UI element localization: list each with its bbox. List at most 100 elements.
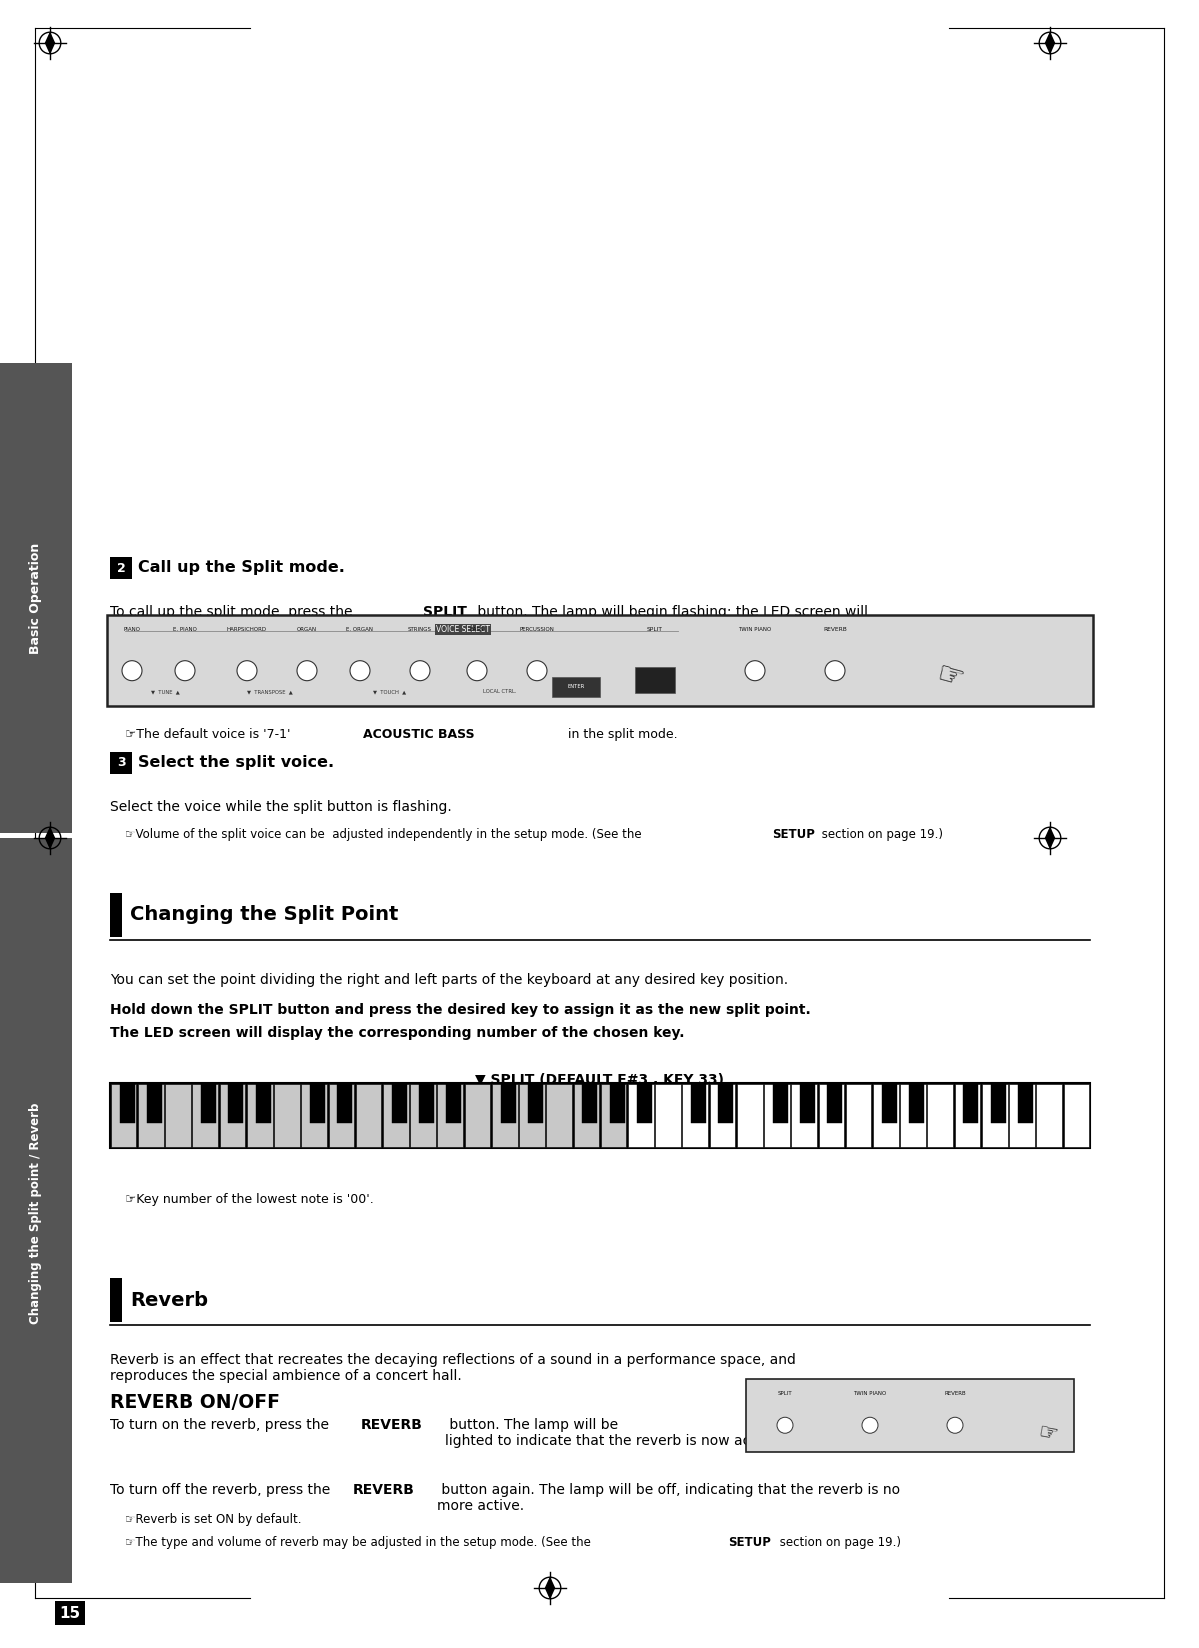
Polygon shape (46, 827, 54, 849)
Text: SETUP: SETUP (728, 1536, 771, 1549)
Circle shape (862, 1417, 878, 1434)
Bar (773, 1083, 788, 1124)
Bar (1036, 1084, 1062, 1147)
Text: 3: 3 (116, 756, 126, 770)
Text: PERCUSSION: PERCUSSION (519, 626, 554, 631)
Bar (201, 1083, 216, 1124)
Text: The LED screen will display the corresponding number of the chosen key.: The LED screen will display the correspo… (110, 1027, 685, 1040)
Text: Basic Operation: Basic Operation (30, 542, 42, 654)
Text: To call up the split mode, press the: To call up the split mode, press the (110, 605, 357, 620)
Bar (247, 1084, 272, 1147)
Text: Reverb is an effect that recreates the decaying reflections of a sound in a perf: Reverb is an effect that recreates the d… (110, 1353, 796, 1383)
Text: Call up the Split mode.: Call up the Split mode. (138, 560, 345, 575)
Circle shape (825, 661, 845, 681)
Text: ORGAN: ORGAN (297, 626, 317, 631)
Bar (737, 1084, 763, 1147)
Text: in the split mode.: in the split mode. (564, 728, 677, 742)
Text: To turn off the reverb, press the: To turn off the reverb, press the (110, 1483, 335, 1496)
Text: E. PIANO: E. PIANO (173, 626, 197, 631)
Text: SETUP: SETUP (772, 827, 815, 840)
Text: VOICE SELECT: VOICE SELECT (435, 625, 490, 634)
Bar (655, 1084, 681, 1147)
Bar (356, 1084, 381, 1147)
Bar (0, 837, 72, 1584)
Bar (637, 1083, 652, 1124)
Text: Hold down the SPLIT button and press the desired key to assign it as the new spl: Hold down the SPLIT button and press the… (110, 1004, 811, 1017)
Bar (928, 1084, 953, 1147)
Circle shape (410, 661, 430, 681)
Circle shape (466, 661, 487, 681)
Bar (301, 1084, 327, 1147)
Bar (138, 1084, 163, 1147)
Text: REVERB: REVERB (944, 1391, 966, 1396)
Bar (229, 1083, 243, 1124)
Bar (492, 1084, 518, 1147)
Bar (465, 1084, 490, 1147)
Text: REVERB: REVERB (361, 1417, 423, 1432)
Text: TWIN PIANO: TWIN PIANO (739, 626, 772, 631)
Text: ☞The type and volume of reverb may be adjusted in the setup mode. (See the: ☞The type and volume of reverb may be ad… (125, 1536, 595, 1549)
Text: PIANO: PIANO (123, 626, 140, 631)
Bar (990, 1083, 1006, 1124)
Bar (601, 1084, 626, 1147)
Text: BASS: BASS (470, 626, 484, 631)
Text: ▼  TRANSPOSE  ▲: ▼ TRANSPOSE ▲ (247, 689, 293, 694)
Bar (710, 1084, 735, 1147)
Bar (547, 1084, 572, 1147)
Bar (1018, 1083, 1032, 1124)
Bar (382, 1084, 409, 1147)
Bar (528, 1083, 543, 1124)
Text: ☞The default voice is '7-1': ☞The default voice is '7-1' (125, 728, 295, 742)
FancyBboxPatch shape (110, 751, 132, 775)
Polygon shape (546, 1579, 554, 1599)
Polygon shape (1046, 33, 1054, 53)
Text: button. The lamp will begin flashing; the LED screen will
display the number of : button. The lamp will begin flashing; th… (472, 605, 868, 634)
Bar (982, 1084, 1007, 1147)
Text: section on page 19.): section on page 19.) (776, 1536, 900, 1549)
Bar (718, 1083, 734, 1124)
Bar (881, 1083, 897, 1124)
Text: LOCAL CTRL.: LOCAL CTRL. (483, 689, 517, 694)
Bar (819, 1084, 844, 1147)
Circle shape (528, 661, 547, 681)
Circle shape (777, 1417, 793, 1434)
Bar (635, 667, 675, 694)
Bar (573, 1084, 600, 1147)
Bar (275, 1084, 300, 1147)
Text: Select the split voice.: Select the split voice. (138, 755, 335, 770)
Text: ☞Reverb is set ON by default.: ☞Reverb is set ON by default. (125, 1513, 301, 1526)
Bar (519, 1084, 544, 1147)
Bar (0, 363, 72, 832)
Bar (146, 1083, 162, 1124)
Bar (110, 1084, 137, 1147)
Text: ☞Volume of the split voice can be  adjusted independently in the setup mode. (Se: ☞Volume of the split voice can be adjust… (125, 827, 645, 840)
Bar (501, 1083, 516, 1124)
Text: 2: 2 (116, 562, 126, 575)
Bar (1064, 1084, 1089, 1147)
Polygon shape (46, 33, 54, 53)
Bar (329, 1084, 354, 1147)
Bar (827, 1083, 842, 1124)
Text: ☞: ☞ (1036, 1422, 1060, 1445)
Text: E. ORGAN: E. ORGAN (347, 626, 374, 631)
Text: SPLIT: SPLIT (647, 626, 663, 631)
Bar (682, 1084, 709, 1147)
Bar (446, 1083, 462, 1124)
Bar (120, 1083, 134, 1124)
Circle shape (122, 661, 141, 681)
FancyBboxPatch shape (110, 557, 132, 578)
Bar (609, 1083, 625, 1124)
Bar (764, 1084, 790, 1147)
Bar (110, 893, 122, 938)
Text: TWIN PIANO: TWIN PIANO (854, 1391, 886, 1396)
Bar (691, 1083, 706, 1124)
Bar (438, 1084, 463, 1147)
Bar (791, 1084, 817, 1147)
Bar (255, 1083, 271, 1124)
Circle shape (297, 661, 317, 681)
Text: Changing the Split point / Reverb: Changing the Split point / Reverb (30, 1103, 42, 1323)
FancyBboxPatch shape (107, 615, 1093, 705)
Text: 15: 15 (60, 1605, 80, 1620)
Circle shape (350, 661, 370, 681)
Bar (552, 677, 600, 697)
